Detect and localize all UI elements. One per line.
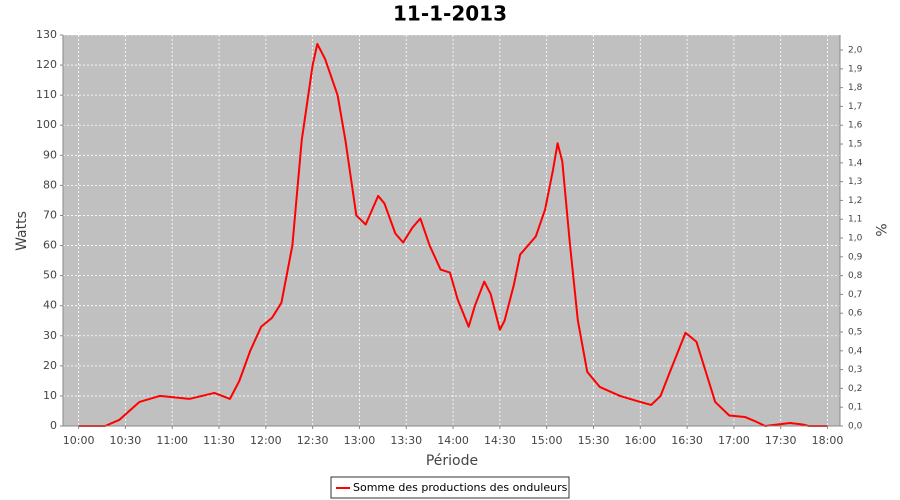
- y-tick-label: 0: [50, 419, 57, 432]
- y2-tick-label: 1,4: [848, 158, 863, 168]
- y-tick-label: 60: [43, 239, 57, 252]
- x-tick-label: 18:00: [812, 434, 844, 447]
- y-tick-label: 20: [43, 359, 57, 372]
- y-tick-label: 70: [43, 208, 57, 221]
- y2-tick-label: 0,9: [848, 252, 863, 262]
- y-tick-label: 90: [43, 148, 57, 161]
- legend: [330, 476, 570, 499]
- x-tick-label: 13:00: [344, 434, 376, 447]
- x-tick-label: 12:00: [250, 434, 282, 447]
- y2-tick-label: 1,1: [848, 215, 862, 225]
- y2-tick-label: 1,8: [848, 83, 863, 93]
- y-tick-label: 130: [36, 28, 57, 41]
- y2-tick-label: 0,4: [848, 346, 863, 356]
- y-tick-label: 40: [43, 299, 57, 312]
- y2-tick-label: 1,2: [848, 196, 862, 206]
- y2-tick-label: 1,7: [848, 102, 862, 112]
- y2-tick-label: 0,8: [848, 271, 863, 281]
- y2-tick-label: 0,3: [848, 365, 862, 375]
- y2-axis-label: %: [872, 223, 888, 236]
- x-tick-label: 12:30: [297, 434, 329, 447]
- y-tick-label: 100: [36, 118, 57, 131]
- y2-tick-label: 1,6: [848, 121, 863, 131]
- x-tick-label: 11:00: [156, 434, 188, 447]
- y2-tick-label: 0,2: [848, 384, 862, 394]
- y2-tick-label: 0,0: [848, 422, 863, 432]
- x-tick-label: 15:00: [531, 434, 563, 447]
- y2-tick-label: 1,5: [848, 140, 862, 150]
- y-tick-label: 120: [36, 58, 57, 71]
- y-tick-label: 80: [43, 178, 57, 191]
- plot-area: [63, 35, 840, 426]
- x-tick-label: 13:30: [390, 434, 422, 447]
- y2-tick-label: 1,9: [848, 64, 863, 74]
- chart-title: 11-1-2013: [393, 2, 507, 26]
- y-tick-label: 30: [43, 329, 57, 342]
- y-tick-label: 10: [43, 389, 57, 402]
- x-axis-label: Période: [426, 453, 478, 469]
- y2-tick-label: 0,1: [848, 403, 862, 413]
- grid: [63, 34, 840, 427]
- y-axis-label: Watts: [14, 211, 30, 251]
- y2-tick-label: 0,5: [848, 328, 862, 338]
- y2-tick-label: 0,6: [848, 309, 863, 319]
- y2-tick-label: 1,3: [848, 177, 862, 187]
- x-tick-label: 17:00: [718, 434, 750, 447]
- x-tick-label: 15:30: [578, 434, 610, 447]
- x-tick-label: 17:30: [765, 434, 797, 447]
- x-tick-label: 16:00: [624, 434, 656, 447]
- y-tick-label: 110: [36, 88, 57, 101]
- x-tick-label: 11:30: [203, 434, 235, 447]
- legend-label: Somme des productions des onduleurs: [353, 481, 568, 494]
- y2-tick-label: 1,0: [848, 234, 863, 244]
- series-line: [78, 43, 828, 427]
- x-tick-label: 16:30: [671, 434, 703, 447]
- series: [78, 43, 828, 427]
- y2-tick-label: 2,0: [848, 46, 863, 56]
- x-tick-label: 14:00: [437, 434, 469, 447]
- x-tick-label: 14:30: [484, 434, 516, 447]
- y-tick-label: 50: [43, 269, 57, 282]
- y2-tick-label: 0,7: [848, 290, 862, 300]
- x-tick-label: 10:00: [63, 434, 95, 447]
- x-tick-label: 10:30: [110, 434, 142, 447]
